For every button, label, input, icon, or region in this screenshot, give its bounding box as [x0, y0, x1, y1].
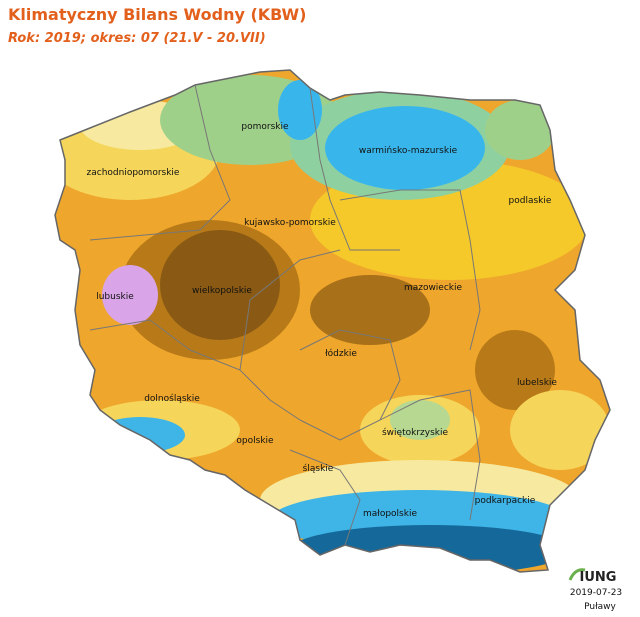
subtitle: Rok: 2019; okres: 07 (21.V - 20.VII)	[8, 31, 266, 46]
voivodeship-borders	[89, 84, 481, 546]
region-label: lubelskie	[517, 378, 557, 388]
region-label: mazowieckie	[404, 283, 463, 293]
region-label: śląskie	[303, 463, 334, 474]
region-label: małopolskie	[363, 509, 417, 519]
region-label: podlaskie	[509, 196, 552, 206]
region-label: łódzkie	[325, 348, 357, 359]
logo: IUNG	[580, 570, 617, 585]
region-labels: pomorskie warmińsko-mazurskie zachodniop…	[87, 122, 558, 519]
region-label: warmińsko-mazurskie	[359, 146, 458, 156]
region-label: wielkopolskie	[192, 286, 252, 296]
region-label: świętokrzyskie	[382, 427, 448, 438]
region-label: opolskie	[236, 436, 274, 446]
logo-mark	[568, 568, 586, 581]
border	[54, 69, 611, 573]
region-label: kujawsko-pomorskie	[244, 218, 336, 228]
region-label: pomorskie	[241, 122, 289, 132]
region-label: lubuskie	[96, 292, 134, 302]
region-label: dolnośląskie	[144, 393, 200, 404]
date: 2019-07-23	[570, 588, 622, 598]
place: Puławy	[584, 602, 616, 612]
region-label: podkarpackie	[475, 496, 536, 506]
region-label: zachodniopomorskie	[87, 168, 180, 178]
title: Klimatyczny Bilans Wodny (KBW)	[8, 5, 306, 24]
